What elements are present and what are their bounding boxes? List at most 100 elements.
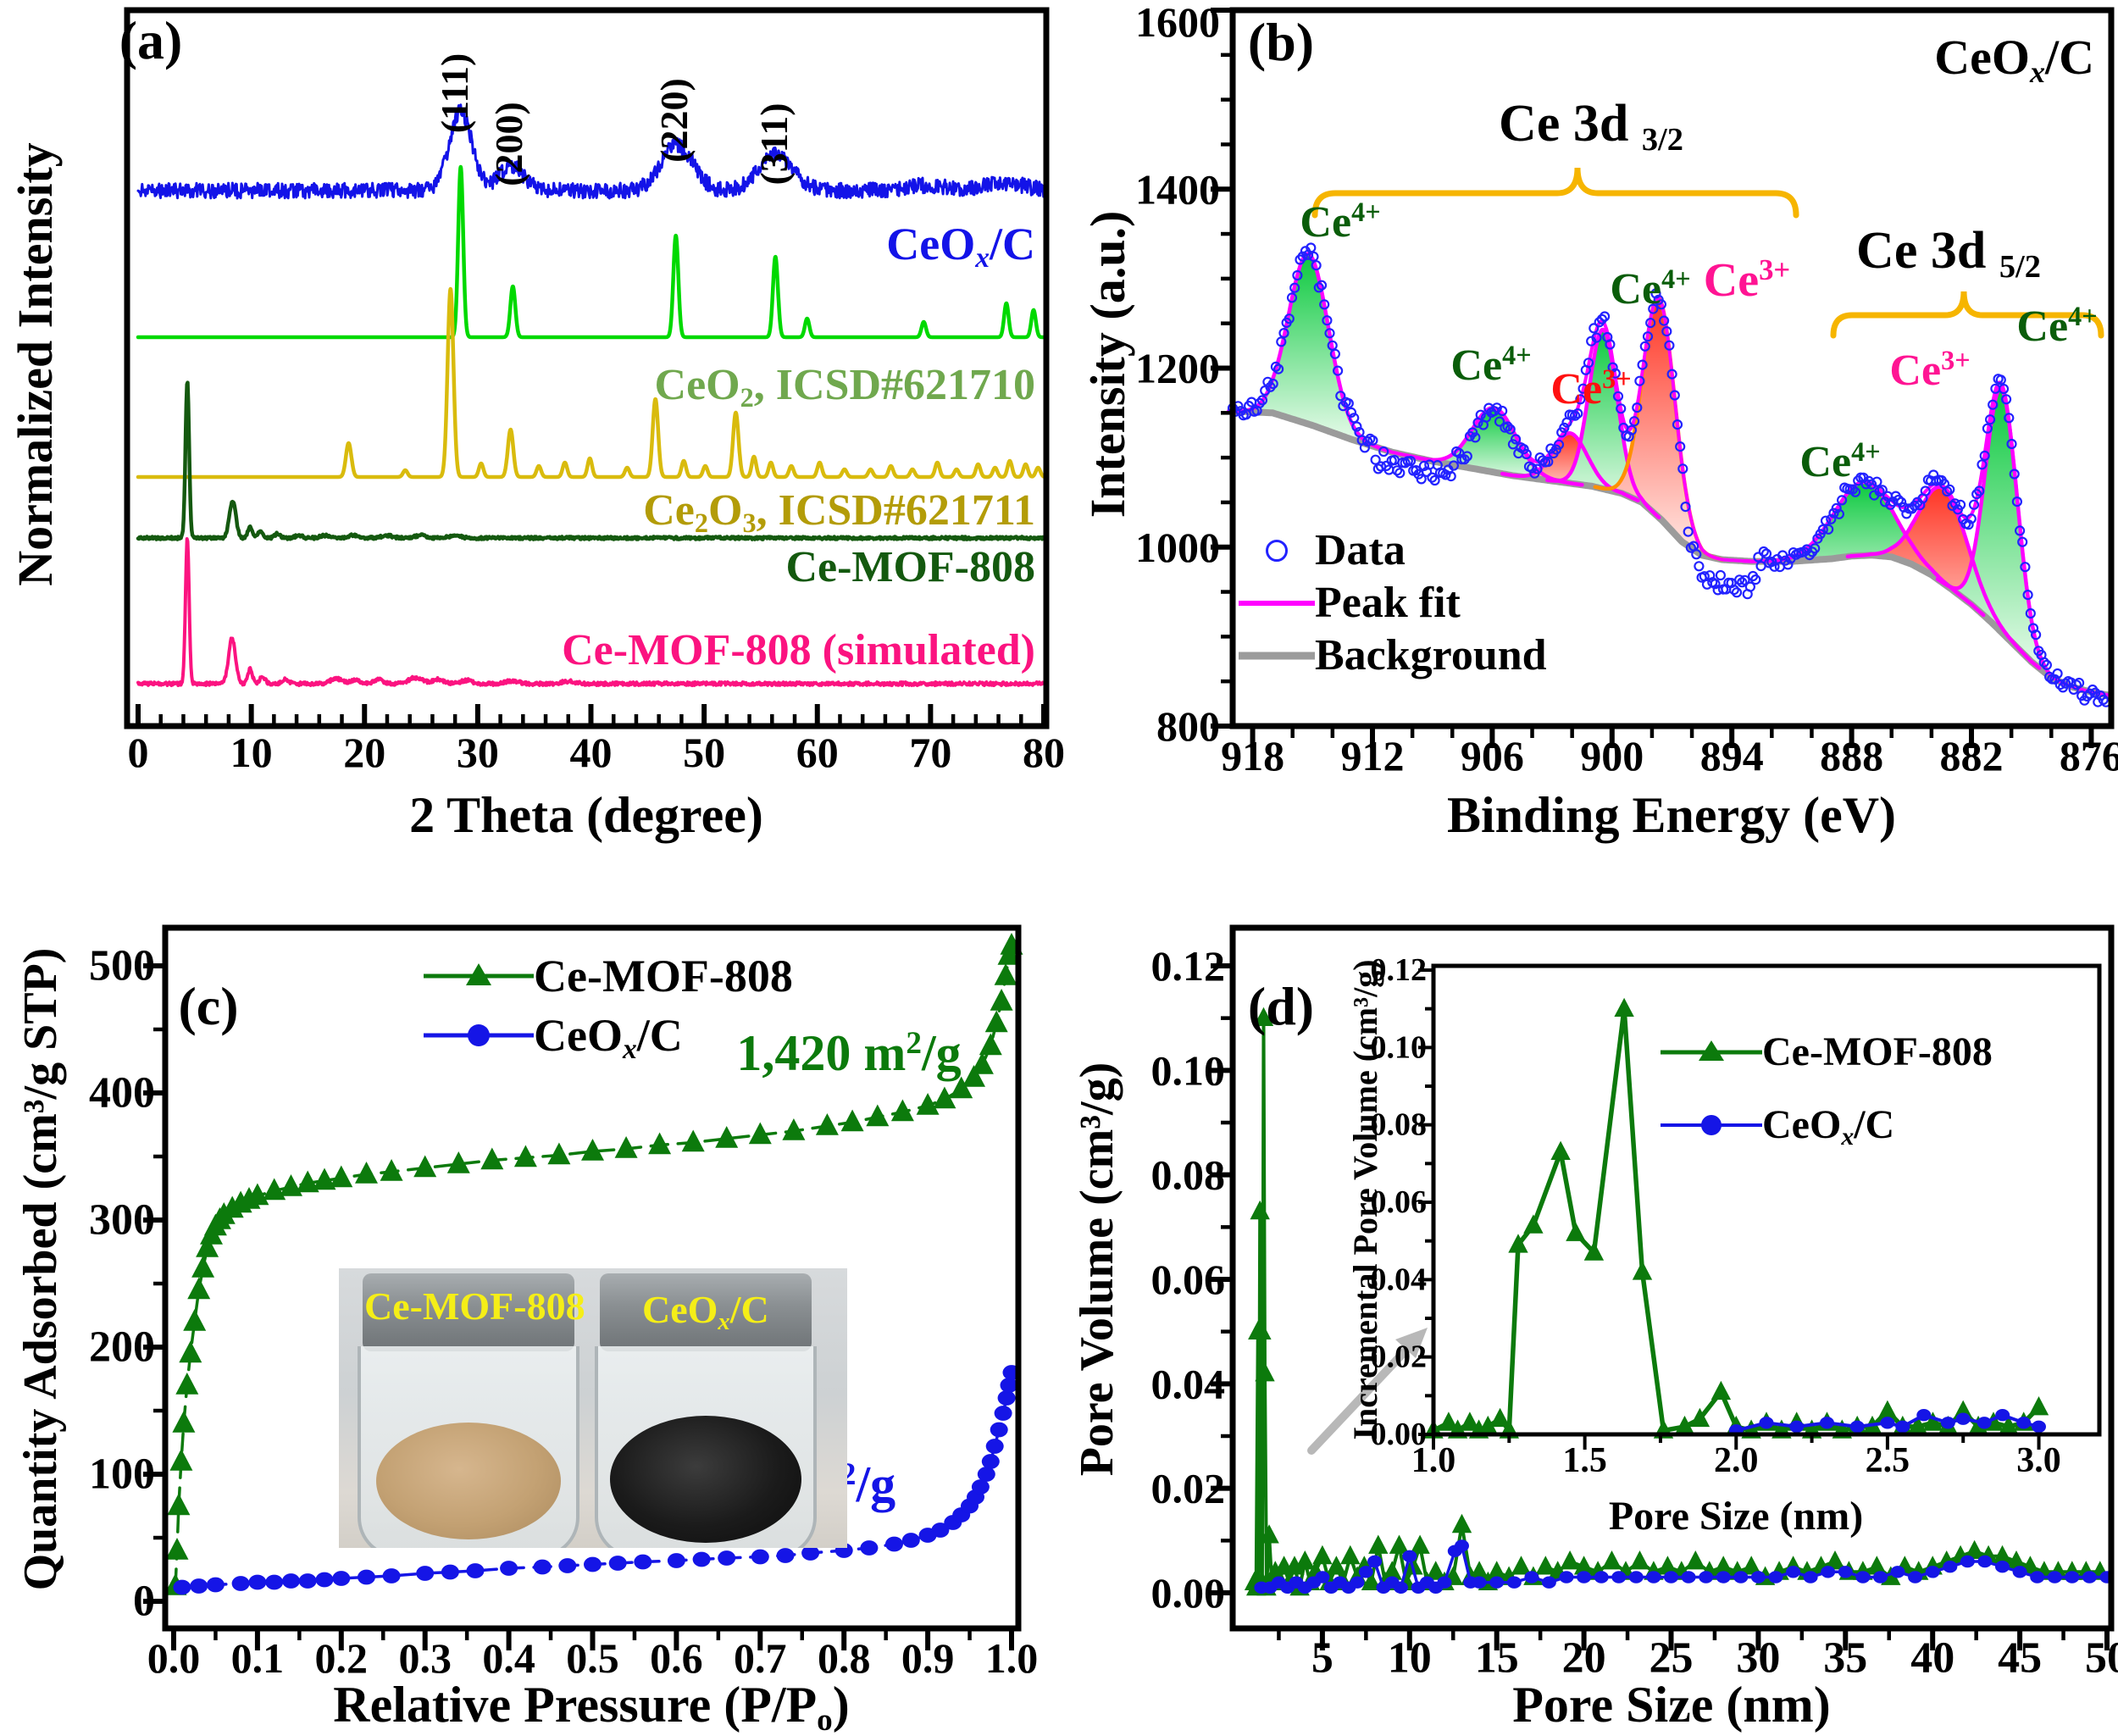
svg-text:876: 876 — [2060, 732, 2118, 779]
inset-legend-row-cemof808: Ce-MOF-808 — [1661, 1029, 1993, 1076]
svg-text:0.0: 0.0 — [147, 1634, 201, 1682]
svg-text:906: 906 — [1461, 732, 1524, 779]
svg-text:0.08: 0.08 — [1371, 1107, 1428, 1143]
svg-text:1400: 1400 — [1135, 165, 1220, 213]
panel-d-plot: 5 10 15 20 25 30 35 40 45 50 0.00 0.02 0.04 0.06 0.08 0… — [1151, 924, 2118, 1683]
svg-text:800: 800 — [1156, 702, 1220, 750]
panel-a-letter: (a) — [119, 10, 183, 70]
svg-text:0.02: 0.02 — [1151, 1465, 1226, 1512]
svg-text:894: 894 — [1700, 732, 1764, 779]
svg-text:0.1: 0.1 — [231, 1634, 285, 1682]
svg-text:60: 60 — [796, 729, 839, 776]
vial-right — [595, 1273, 817, 1548]
svg-text:1.0: 1.0 — [1411, 1441, 1456, 1480]
svg-text:912: 912 — [1340, 732, 1404, 779]
svg-text:0.12: 0.12 — [1371, 952, 1428, 988]
data-circle-icon — [1239, 527, 1315, 574]
ion-label-ce3-3: Ce3+ — [1889, 345, 1971, 395]
svg-text:0.8: 0.8 — [818, 1634, 871, 1682]
panel-b-plot: 918 912 906 900 894 888 882 876 800 1000 1200 1400 1… — [1135, 0, 2118, 779]
panel-c-plot: 0.0 0.1 0.2 0.3 0.4 0.5 0.6 0.7 0.8 0.9 1.0 0 100 200… — [89, 924, 1038, 1682]
panel-d-letter: (d) — [1247, 976, 1315, 1036]
svg-text:15: 15 — [1475, 1634, 1519, 1683]
svg-text:0.06: 0.06 — [1151, 1256, 1226, 1303]
svg-text:2.5: 2.5 — [1866, 1441, 1910, 1480]
circle-marker-icon — [1661, 1101, 1762, 1149]
peakfit-line-icon — [1239, 580, 1315, 627]
svg-text:0.08: 0.08 — [1151, 1151, 1226, 1199]
inset-legend-row-ceoxc: CeOx/C — [1661, 1101, 1894, 1150]
triangle-marker-icon — [424, 951, 534, 1001]
svg-text:888: 888 — [1820, 732, 1883, 779]
background-line-icon — [1239, 632, 1315, 679]
legend-row-data: Data — [1239, 527, 1406, 574]
panel-c-ylabel: Quantity Adsorbed (cm³/g STP) — [14, 947, 67, 1591]
panel-d-ylabel: Pore Volume (cm³/g) — [1071, 1062, 1123, 1477]
svg-text:0.5: 0.5 — [566, 1634, 619, 1682]
black-powder — [610, 1416, 801, 1543]
photo-label-cemof808: Ce-MOF-808 — [364, 1284, 585, 1328]
inset-xlabel: Pore Size (nm) — [1608, 1494, 1864, 1539]
svg-text:0.2: 0.2 — [315, 1634, 369, 1682]
svg-text:1.5: 1.5 — [1562, 1441, 1607, 1480]
ion-label-ce3-1: Ce3+ — [1550, 363, 1632, 413]
svg-text:0.00: 0.00 — [1371, 1417, 1428, 1452]
svg-text:500: 500 — [89, 942, 155, 990]
svg-text:35: 35 — [1823, 1634, 1867, 1683]
svg-text:0.04: 0.04 — [1371, 1262, 1428, 1297]
ion-label-ce4-5: Ce4+ — [2016, 301, 2098, 351]
ion-label-ce4-3: Ce4+ — [1610, 263, 1691, 313]
surface-area-green: 1,420 m2/g — [736, 1025, 962, 1081]
svg-text:50: 50 — [683, 729, 725, 776]
panel-b-title-ceoxc: CeOx/C — [1934, 30, 2094, 90]
vial-left-cap — [363, 1273, 574, 1351]
svg-text:25: 25 — [1649, 1634, 1694, 1683]
svg-text:40: 40 — [1910, 1634, 1954, 1683]
series-label-cemof808: Ce-MOF-808 — [785, 543, 1035, 591]
svg-text:80: 80 — [1023, 729, 1065, 776]
legend-row-ceoxc: CeOx/C — [424, 1010, 683, 1064]
region-label-ce3d52: Ce 3d 5/2 — [1856, 222, 2041, 285]
legend-row-peakfit: Peak fit — [1239, 580, 1461, 627]
hkl-label-311: (311) — [752, 103, 796, 186]
ion-label-ce4-1: Ce4+ — [1300, 197, 1381, 247]
svg-text:30: 30 — [1736, 1634, 1780, 1683]
panel-a-xlabel: 2 Theta (degree) — [409, 787, 763, 843]
svg-text:0.02: 0.02 — [1371, 1339, 1428, 1375]
series-label-ceoxc: CeOx/C — [886, 219, 1035, 275]
panel-a-ylabel: Normalized Intensity — [8, 142, 63, 586]
svg-text:2.0: 2.0 — [1714, 1441, 1759, 1480]
vial-left-body — [358, 1346, 579, 1548]
vials-photo: Ce-MOF-808 CeOx/C — [339, 1268, 847, 1548]
hkl-label-200: (200) — [487, 102, 530, 186]
series-label-cemof808-simulated: Ce-MOF-808 (simulated) — [562, 626, 1035, 674]
svg-text:0.04: 0.04 — [1151, 1360, 1226, 1407]
tan-powder — [376, 1423, 561, 1539]
panel-d-xlabel: Pore Size (nm) — [1512, 1677, 1831, 1733]
series-label-ceo2: CeO2, ICSD#621710 — [654, 361, 1035, 413]
photo-label-ceoxc: CeOx/C — [642, 1288, 769, 1335]
svg-text:900: 900 — [1580, 732, 1644, 779]
svg-text:10: 10 — [1388, 1634, 1432, 1683]
svg-text:0.12: 0.12 — [1151, 942, 1226, 990]
hkl-label-220: (220) — [652, 78, 696, 163]
svg-text:882: 882 — [1940, 732, 2004, 779]
ion-label-ce4-4: Ce4+ — [1799, 436, 1881, 486]
svg-text:0.6: 0.6 — [650, 1634, 703, 1682]
svg-text:70: 70 — [909, 729, 951, 776]
svg-text:0.06: 0.06 — [1371, 1184, 1428, 1220]
svg-text:918: 918 — [1221, 732, 1284, 779]
svg-text:0.3: 0.3 — [398, 1634, 452, 1682]
ion-label-ce4-2: Ce4+ — [1450, 340, 1532, 390]
svg-text:0.10: 0.10 — [1371, 1029, 1428, 1065]
panel-a-plot: 0 10 20 30 40 50 60 70 80 — [124, 7, 1065, 776]
svg-text:0: 0 — [133, 1578, 155, 1626]
panel-b-xlabel: Binding Energy (eV) — [1446, 787, 1897, 843]
svg-text:45: 45 — [1998, 1634, 2042, 1683]
svg-text:1600: 1600 — [1135, 0, 1220, 46]
svg-text:300: 300 — [89, 1196, 155, 1245]
hkl-label-111: (111) — [433, 53, 476, 134]
svg-text:0.4: 0.4 — [482, 1634, 535, 1682]
triangle-marker-icon — [1661, 1029, 1762, 1076]
